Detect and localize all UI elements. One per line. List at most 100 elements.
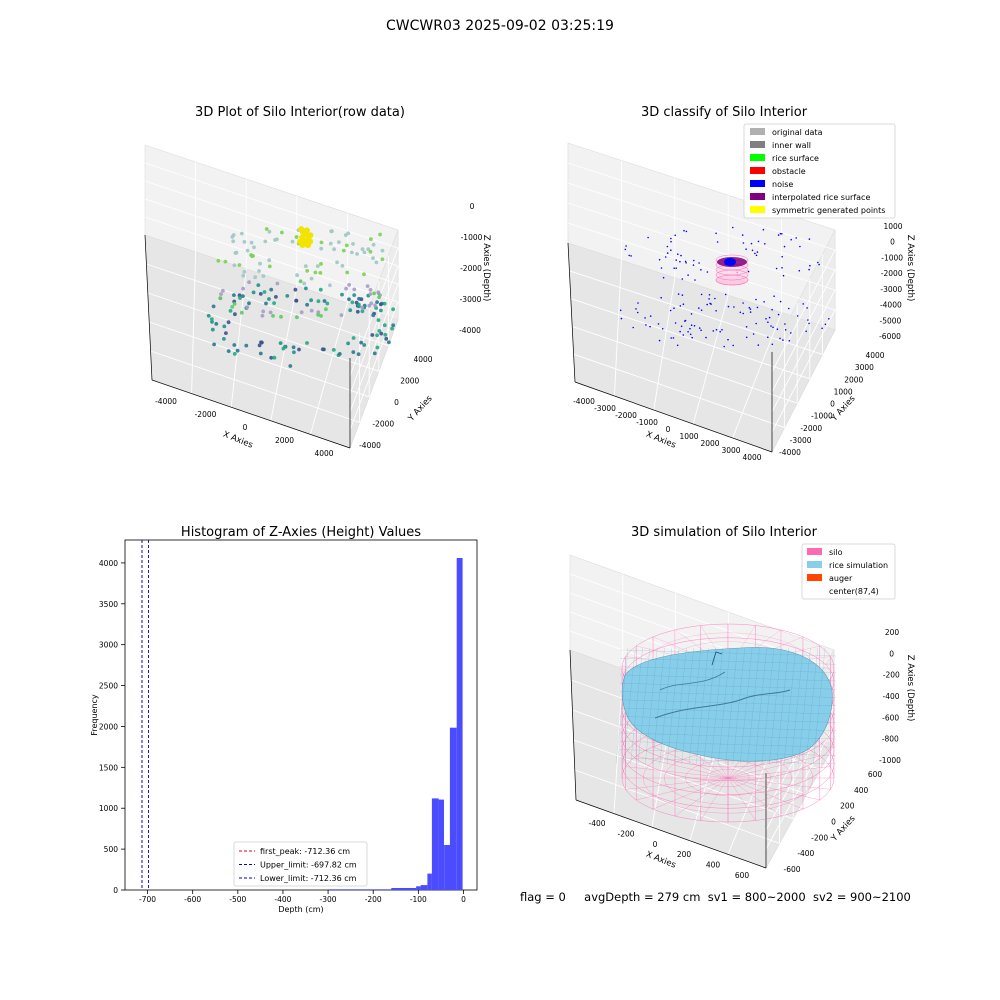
panel3-xtick-label: -700: [139, 895, 156, 904]
panel3-ytick-label: 3500: [99, 600, 118, 609]
panel-histogram: Histogram of Z-Axies (Height) Values -700…: [90, 525, 478, 914]
panel4-rice-mesh: [615, 647, 629, 765]
panel1-zlabel: Z Axies (Depth): [481, 235, 491, 302]
panel2-grid: [572, 325, 798, 404]
panel2-noise-point: [802, 303, 804, 305]
panel3-xtick-label: -600: [184, 895, 201, 904]
panel4-rice-mesh: [791, 647, 804, 765]
avg-depth-text: avgDepth = 279 cm: [584, 890, 701, 904]
panel2-noise-point: [698, 307, 700, 309]
panel4-legend-label: rice simulation: [829, 561, 888, 570]
panel2-noise-point: [679, 260, 681, 263]
panel1-yellow-point: [303, 227, 310, 234]
panel1-point: [309, 308, 314, 313]
panel4-rice-mesh: [619, 749, 837, 756]
panel4-x-tick-label: 400: [706, 861, 721, 870]
panel2-noise-point: [764, 243, 766, 245]
panel1-ylabel: Y Axies: [406, 393, 435, 424]
panel1-point: [387, 340, 391, 345]
panel1-point: [330, 229, 334, 234]
panel2-noise-point: [628, 254, 630, 257]
panel3-ylabel: Frequency: [90, 694, 99, 736]
panel3-xtick-label: -300: [320, 895, 337, 904]
panel2-noise-point: [795, 237, 797, 239]
panel2-noise-point: [755, 322, 757, 325]
panel1-point: [230, 305, 235, 309]
panel2-noise-point: [762, 228, 765, 231]
panel2-noise-point: [781, 267, 783, 269]
panel2-noise-point: [808, 322, 810, 325]
panel1-y-tick-label: 2000: [400, 377, 419, 386]
panel1-point: [341, 248, 346, 253]
panel3-ytick-label: 1000: [99, 804, 118, 813]
panel3-ytick-label: 1500: [99, 763, 118, 772]
panel4-silo-spoke: [727, 777, 831, 790]
panel2-noise-point: [750, 242, 753, 245]
panel1-point: [350, 250, 354, 255]
panel1-point: [332, 247, 336, 252]
panel4-silo-spoke: [727, 755, 820, 779]
panel1-point: [280, 230, 284, 235]
panel2-x-tick-label: -4000: [573, 397, 595, 406]
panel4-rice-mesh: [732, 647, 745, 765]
panel1-point: [221, 288, 225, 293]
panel2-noise-point: [685, 262, 687, 264]
panel1-point: [347, 297, 351, 302]
panel1-point: [261, 309, 266, 314]
panel2-noise-point: [709, 302, 711, 305]
panel1-point: [247, 280, 252, 285]
panel1-point: [352, 287, 357, 292]
panel4-rice-mesh: [619, 674, 837, 682]
panel1-point: [382, 323, 387, 328]
panel2-noise-point: [757, 344, 760, 346]
panel2-noise-point: [733, 306, 735, 308]
panel1-point: [305, 302, 309, 307]
panel1-point: [325, 301, 330, 306]
panel2-noise-point: [828, 318, 830, 320]
panel1-point: [222, 324, 227, 329]
panel2-noise-point: [680, 254, 682, 257]
panel1-point: [267, 264, 272, 269]
panel2-noise-point: [749, 308, 752, 310]
panel-raw-3d: 3D Plot of Silo Interior(row data) -4000 -…: [144, 105, 491, 458]
panel4-z-tick-label: 200: [885, 628, 900, 637]
panel1-point: [378, 232, 382, 237]
panel2-legend-swatch: [750, 193, 765, 200]
panel4-rice-mesh: [696, 647, 709, 765]
panel2-noise-point: [763, 301, 765, 303]
panel1-point: [272, 355, 277, 360]
panel2-noise-point: [808, 268, 810, 271]
panel2-noise-point: [689, 333, 692, 336]
panel1-point: [328, 241, 333, 246]
panel2-legend-swatch: [750, 180, 765, 187]
panel1-point: [362, 343, 367, 347]
panel2-noise-point: [754, 252, 756, 255]
panel2-title: 3D classify of Silo Interior: [641, 105, 808, 120]
panel1-point: [309, 276, 314, 281]
panel4-rice-mesh: [623, 647, 636, 765]
panel2-noise-point: [732, 344, 734, 347]
panel2-noise-point: [770, 325, 772, 327]
panel1-point: [316, 299, 321, 304]
panel1-y-tick-label: -2000: [372, 420, 394, 429]
panel2-noise-point: [645, 324, 647, 326]
panel4-axis-x: [569, 649, 577, 801]
panel4-silo-spoke: [727, 777, 820, 801]
panel1-point: [258, 292, 263, 296]
panel4-rice-mesh: [645, 647, 658, 765]
panel1-point: [206, 313, 211, 318]
panel3-bar: [328, 889, 392, 890]
panel2-noise-point: [649, 325, 651, 328]
panel1-yellow-point: [304, 239, 311, 246]
panel2-noise-point: [708, 298, 710, 300]
panel4-rice-mesh: [659, 647, 672, 765]
panel1-grid: [270, 285, 298, 421]
panel4-rice-mesh: [688, 647, 702, 765]
panel3-bar: [449, 727, 457, 890]
panel2-y-tick-label: 1000: [834, 387, 853, 396]
panel4-rice-mesh: [725, 647, 738, 765]
panel2-noise-point: [676, 344, 679, 347]
panel4-z-tick-label: -400: [882, 692, 899, 701]
panel2-noise-point: [684, 260, 687, 263]
panel1-z-tick-label: -1000: [461, 233, 483, 242]
